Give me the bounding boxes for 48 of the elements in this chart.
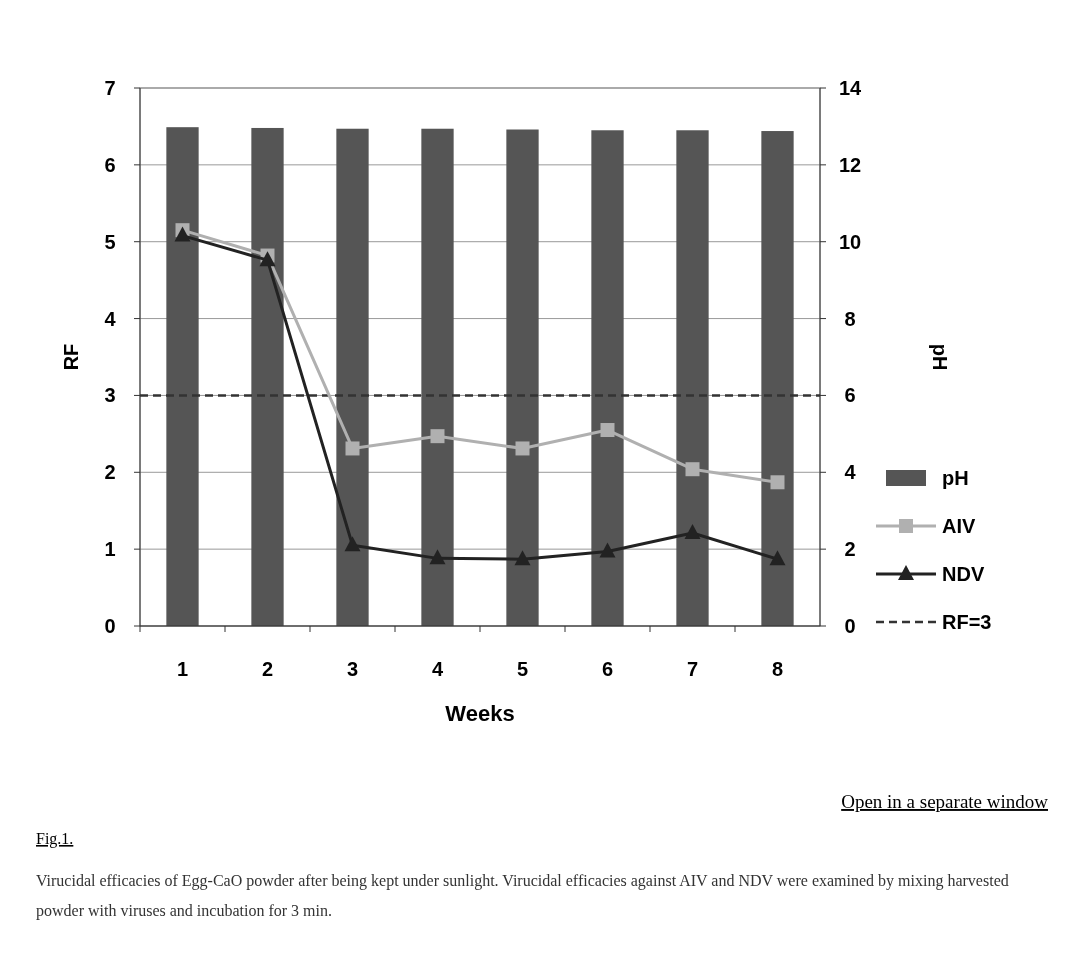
y-axis-title: RF <box>60 343 82 371</box>
point <box>684 524 701 539</box>
legend-label: AIV <box>942 515 976 537</box>
point <box>599 542 616 558</box>
x-tick-label: 5 <box>516 658 529 680</box>
text: Virucidal efficacies of Egg-CaO powder after being kept under sunlight. Virucidal efficacies against AIV and NDV were examined by mixing harvested powder with viruses and incubation for 3 min. <box>36 871 1010 922</box>
x-tick-label: 3 <box>346 658 359 680</box>
y-tick-label: 4 <box>104 307 117 330</box>
y-tick-label: 5 <box>104 230 116 253</box>
y-tick-label: 2 <box>104 461 116 484</box>
legend-label: NDV <box>942 563 985 585</box>
y-tick-label: 6 <box>104 153 116 176</box>
point <box>259 251 276 267</box>
caption: Fig.1. <box>36 830 74 848</box>
y2-tick-label: 0 <box>844 615 856 637</box>
x-axis-title: Weeks <box>445 701 515 726</box>
point <box>770 475 785 490</box>
y2-tick-label: 12 <box>838 153 862 176</box>
x-tick-label: 6 <box>601 658 614 680</box>
y2-tick-label: 14 <box>838 77 862 99</box>
point <box>345 441 360 456</box>
x-tick-label: 1 <box>176 658 189 680</box>
y-tick-label: 3 <box>104 384 116 407</box>
point <box>600 423 615 438</box>
y2-tick-label: 6 <box>844 384 856 407</box>
x-tick-label: 4 <box>431 658 444 680</box>
y2-tick-label: 10 <box>838 230 862 253</box>
point <box>515 441 530 456</box>
legend-label: RF=3 <box>942 611 992 633</box>
point <box>430 429 445 444</box>
point <box>429 549 446 565</box>
y2-axis-title: pH <box>929 343 951 371</box>
x-tick-label: 7 <box>686 658 699 680</box>
point <box>514 550 531 566</box>
text: Open in a separate window <box>841 791 1049 812</box>
x-tick-label: 2 <box>261 658 274 680</box>
point <box>685 462 700 477</box>
point <box>174 226 191 242</box>
x-tick-label: 8 <box>771 658 784 680</box>
y-tick-label: 1 <box>104 538 116 561</box>
legend-label: pH <box>942 467 969 489</box>
y-tick-label: 7 <box>104 77 116 99</box>
y2-tick-label: 8 <box>844 307 856 330</box>
y-tick-label: 0 <box>104 615 116 637</box>
point <box>769 550 786 566</box>
y2-tick-label: 4 <box>844 461 857 484</box>
point <box>344 536 361 552</box>
y2-tick-label: 2 <box>844 538 856 561</box>
